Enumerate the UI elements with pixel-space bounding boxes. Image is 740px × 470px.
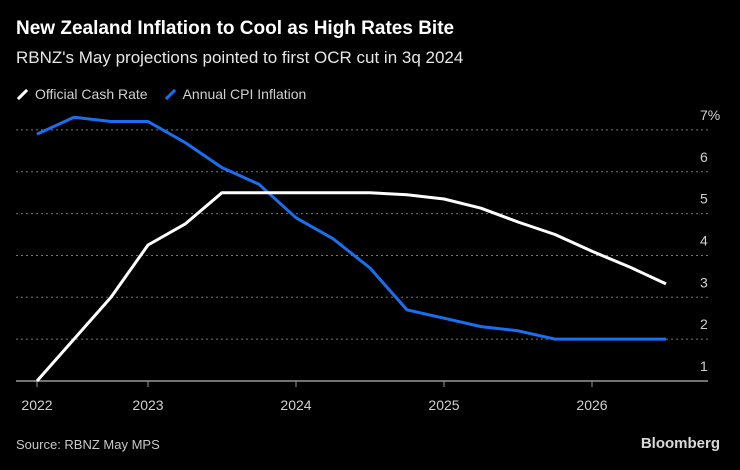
legend-label-ocr: Official Cash Rate bbox=[35, 86, 148, 102]
source-note: Source: RBNZ May MPS bbox=[16, 437, 160, 452]
x-tick-label: 2025 bbox=[428, 397, 459, 413]
y-tick-label: 7% bbox=[700, 107, 720, 123]
chart-subtitle: RBNZ's May projections pointed to first … bbox=[16, 48, 464, 67]
y-tick-label: 5 bbox=[700, 191, 708, 207]
series-line-ocr bbox=[35, 191, 667, 382]
y-tick-label: 6 bbox=[700, 149, 708, 165]
x-tick-label: 2023 bbox=[132, 397, 163, 413]
y-tick-label: 4 bbox=[700, 232, 708, 248]
legend-item-ocr: Official Cash Rate bbox=[16, 86, 148, 102]
legend: Official Cash Rate Annual CPI Inflation bbox=[16, 86, 306, 102]
chart-title: New Zealand Inflation to Cool as High Ra… bbox=[16, 18, 455, 39]
y-tick-label: 1 bbox=[700, 358, 708, 374]
legend-label-cpi: Annual CPI Inflation bbox=[182, 86, 307, 102]
x-tick-label: 2022 bbox=[21, 397, 52, 413]
legend-item-cpi: Annual CPI Inflation bbox=[164, 86, 307, 102]
x-tick-label: 2026 bbox=[576, 397, 607, 413]
x-tick-label: 2024 bbox=[280, 397, 311, 413]
bloomberg-logo: Bloomberg bbox=[640, 435, 720, 452]
y-tick-label: 2 bbox=[700, 316, 708, 332]
y-tick-label: 3 bbox=[700, 274, 708, 290]
series-line-cpi bbox=[36, 115, 666, 341]
